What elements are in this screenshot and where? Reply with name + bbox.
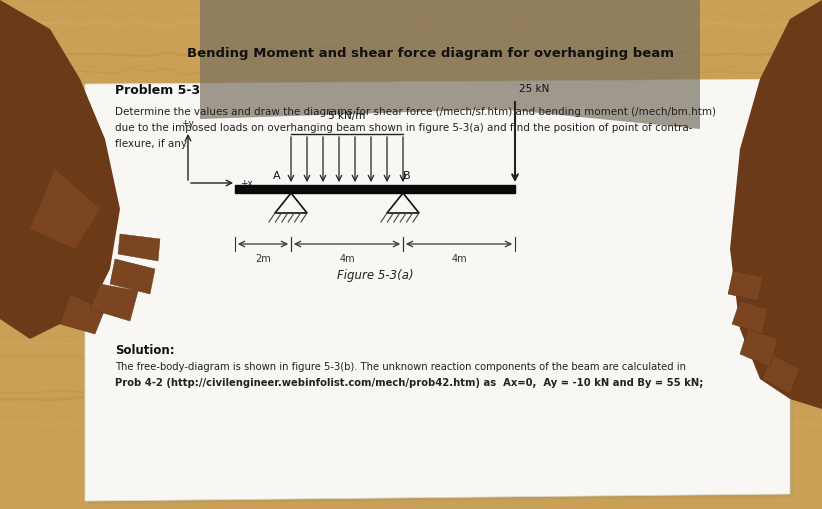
- Polygon shape: [90, 284, 138, 321]
- Text: 2m: 2m: [255, 254, 271, 264]
- Text: Problem 5-3: Problem 5-3: [115, 84, 200, 97]
- Polygon shape: [740, 329, 778, 367]
- Text: 5 kN/m: 5 kN/m: [328, 111, 366, 121]
- Text: B: B: [403, 171, 411, 181]
- Polygon shape: [110, 259, 155, 294]
- Polygon shape: [762, 354, 800, 394]
- Text: flexure, if any.: flexure, if any.: [115, 139, 189, 149]
- Text: 4m: 4m: [339, 254, 355, 264]
- Text: Prob 4-2 (http://civilengineer.webinfolist.com/mech/prob42.htm) as  Ax=0,  Ay = : Prob 4-2 (http://civilengineer.webinfoli…: [115, 378, 704, 388]
- Polygon shape: [730, 0, 822, 409]
- Polygon shape: [0, 0, 120, 339]
- Text: Solution:: Solution:: [115, 344, 174, 357]
- Polygon shape: [200, 0, 700, 129]
- Polygon shape: [30, 169, 100, 249]
- Text: Bending Moment and shear force diagram for overhanging beam: Bending Moment and shear force diagram f…: [187, 47, 673, 60]
- Text: +y: +y: [182, 119, 195, 128]
- Polygon shape: [88, 82, 793, 504]
- Polygon shape: [118, 234, 160, 261]
- Text: due to the imposed loads on overhanging beam shown in figure 5-3(a) and find the: due to the imposed loads on overhanging …: [115, 123, 692, 133]
- Text: 4m: 4m: [451, 254, 467, 264]
- Text: A: A: [273, 171, 281, 181]
- Text: +x: +x: [240, 179, 253, 187]
- Text: 25 kN: 25 kN: [519, 84, 549, 94]
- Polygon shape: [85, 79, 790, 501]
- Polygon shape: [728, 271, 763, 301]
- Bar: [235, 185, 515, 193]
- Polygon shape: [60, 294, 105, 334]
- Polygon shape: [732, 301, 768, 334]
- Text: The free-body-diagram is shown in figure 5-3(b). The unknown reaction components: The free-body-diagram is shown in figure…: [115, 362, 686, 372]
- Text: Figure 5-3(a): Figure 5-3(a): [337, 269, 413, 282]
- Text: Determine the values and draw the diagrams for shear force (/mech/sf.htm) and be: Determine the values and draw the diagra…: [115, 107, 716, 117]
